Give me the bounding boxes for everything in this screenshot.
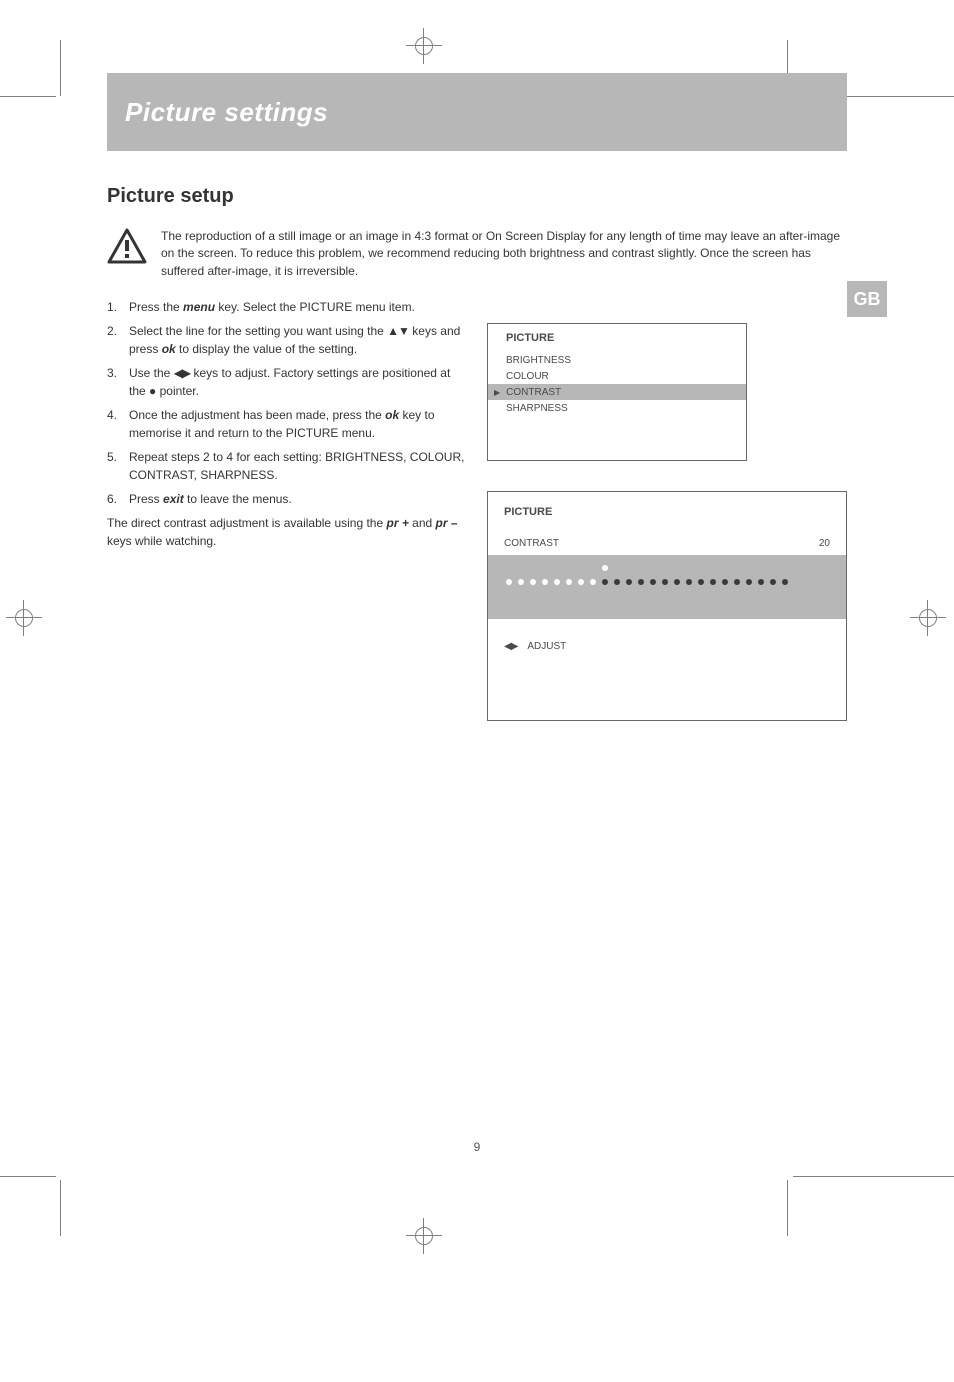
osd-title: PICTURE [506, 332, 734, 344]
steps-list: 1. Press the menu key. Select the PICTUR… [107, 298, 467, 508]
updown-icon: ▲▼ [387, 324, 409, 338]
step-row: 1. Press the menu key. Select the PICTUR… [107, 298, 467, 316]
slider-dot-icon [542, 579, 548, 585]
selection-arrow-icon: ▶ [494, 388, 500, 397]
step-row: 5. Repeat steps 2 to 4 for each setting:… [107, 448, 467, 484]
slider-dot-icon [698, 579, 704, 585]
pr-plus-key: pr + [386, 516, 408, 530]
leftright-icon: ◀▶ [174, 366, 190, 380]
slider-dot-icon [602, 579, 608, 585]
osd-menu-label: SHARPNESS [506, 403, 584, 414]
slider-dot-icon [710, 579, 716, 585]
osd-setting-label: CONTRAST [504, 538, 559, 549]
slider-dot-icon [662, 579, 668, 585]
page-number: 9 [0, 1140, 954, 1154]
pr-minus-key: pr – [436, 516, 458, 530]
exit-key: exit [163, 492, 184, 506]
slider-dot-icon [578, 579, 584, 585]
slider-dot-icon [590, 579, 596, 585]
header-band: Picture settings [107, 73, 847, 151]
slider-dot-icon [674, 579, 680, 585]
language-tab: GB [847, 281, 887, 317]
slider-dot-icon [506, 579, 512, 585]
osd-menu-label: CONTRAST [506, 387, 584, 398]
slider-dot-icon [770, 579, 776, 585]
osd-menu-label: BRIGHTNESS [506, 355, 584, 366]
slider-dot-icon [554, 579, 560, 585]
warning-text: The reproduction of a still image or an … [161, 228, 847, 280]
osd-menu-row: COLOUR [506, 368, 734, 384]
slider-dot-icon [746, 579, 752, 585]
header-title: Picture settings [125, 97, 328, 128]
slider-dot-icon [530, 579, 536, 585]
osd-hint: ADJUST [527, 641, 566, 652]
step-row: 4. Once the adjustment has been made, pr… [107, 406, 467, 442]
slider-dot-icon [722, 579, 728, 585]
ok-key: ok [162, 342, 176, 356]
step-row: 2. Select the line for the setting you w… [107, 322, 467, 358]
footnote: The direct contrast adjustment is availa… [107, 514, 467, 550]
page: Picture settings GB Picture setup The re… [107, 73, 847, 550]
slider-dot-icon [650, 579, 656, 585]
slider-cursor-icon [602, 565, 608, 571]
step-row: 6. Press exit to leave the menus. [107, 490, 467, 508]
osd-setting-value: 20 [819, 538, 830, 549]
section-title: Picture setup [107, 185, 847, 208]
slider-dot-icon [518, 579, 524, 585]
slider-dot-icon [782, 579, 788, 585]
ok-key: ok [385, 408, 399, 422]
slider-dot-icon [626, 579, 632, 585]
slider-dot-icon [758, 579, 764, 585]
osd-menu-row: BRIGHTNESS [506, 352, 734, 368]
osd-menu-label: COLOUR [506, 371, 584, 382]
slider-dot-icon [566, 579, 572, 585]
menu-key: menu [183, 300, 215, 314]
step-row: 3. Use the ◀▶ keys to adjust. Factory se… [107, 364, 467, 400]
slider-dot-icon [734, 579, 740, 585]
osd-contrast-panel: PICTURE CONTRAST 20 ◀▶ ADJUST [487, 491, 847, 721]
warning-row: The reproduction of a still image or an … [107, 228, 847, 280]
warning-icon [107, 228, 147, 264]
osd-title: PICTURE [504, 506, 830, 518]
osd-slider [488, 555, 846, 619]
osd-menu-row: SHARPNESS [506, 400, 734, 416]
slider-dot-icon [686, 579, 692, 585]
osd-menu-row: ▶ CONTRAST [488, 384, 746, 400]
slider-dot-icon [638, 579, 644, 585]
slider-dot-icon [614, 579, 620, 585]
osd-picture-menu: PICTURE BRIGHTNESS COLOUR ▶ CONTRAST SHARPNE… [487, 323, 747, 461]
leftright-icon: ◀▶ [504, 641, 517, 652]
